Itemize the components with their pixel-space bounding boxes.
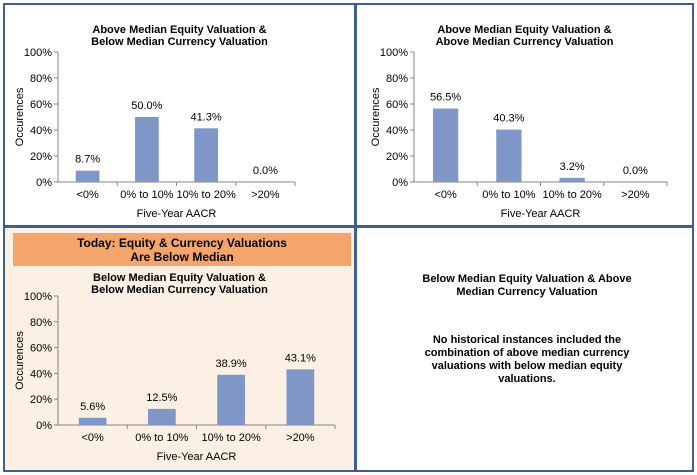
y-tick-label: 20% (30, 394, 52, 406)
today-banner: Today: Equity & Currency Valuations Are … (13, 233, 351, 266)
note-title: Below Median Equity Valuation & Above Me… (422, 273, 632, 298)
data-label: 0.0% (623, 165, 648, 177)
y-tick-label: 0% (36, 177, 52, 189)
x-axis-label: Five-Year AACR (501, 208, 581, 220)
x-tick-label: 0% to 10% (135, 432, 188, 444)
data-label: 40.3% (493, 113, 524, 125)
x-tick-label: >20% (621, 189, 650, 201)
x-tick-label: >20% (286, 432, 315, 444)
bar (194, 128, 218, 182)
y-tick-label: 100% (24, 47, 52, 59)
data-label: 12.5% (146, 392, 177, 404)
x-tick-label: >20% (251, 189, 280, 201)
x-tick-label: 0% to 10% (120, 189, 173, 201)
data-label: 3.2% (560, 161, 585, 173)
chart-title: Below Median Equity Valuation & Below Me… (91, 272, 268, 296)
x-axis-label: Five-Year AACR (157, 451, 237, 463)
vertical-divider (354, 3, 357, 472)
x-tick-label: <0% (434, 189, 457, 201)
x-tick-label: 10% to 20% (542, 189, 602, 201)
bar-chart: 0% 20% 40% 60% 80% 100% Occurences 8.7% <0% 50.0%… (14, 47, 296, 220)
data-label: 5.6% (80, 401, 105, 413)
chart-panel-today: Today: Equity & Currency Valuations Are … (5, 228, 354, 470)
y-tick-label: 100% (24, 291, 52, 303)
y-tick-label: 60% (30, 99, 52, 111)
bar-chart: 0% 20% 40% 60% 80% 100% Occurences 56.5% <0% 40.3… (370, 47, 668, 220)
y-tick-label: 80% (386, 73, 408, 85)
y-axis-label: Occurences (14, 87, 26, 146)
bar (148, 408, 176, 425)
y-tick-label: 60% (386, 99, 408, 111)
y-tick-label: 0% (392, 177, 408, 189)
y-tick-label: 40% (30, 125, 52, 137)
y-tick-label: 0% (36, 420, 52, 432)
bar (75, 170, 100, 182)
horizontal-divider (3, 225, 694, 228)
y-tick-label: 20% (30, 151, 52, 163)
y-tick-label: 40% (30, 368, 52, 380)
bar (135, 117, 159, 182)
y-tick-label: 20% (386, 151, 408, 163)
y-axis-label: Occurences (370, 87, 382, 146)
bar (286, 369, 315, 425)
note-panel: Below Median Equity Valuation & Above Me… (357, 228, 692, 470)
y-tick-label: 40% (386, 125, 408, 137)
chart-title: Above Median Equity Valuation & Below Me… (91, 24, 268, 48)
chart-panel-top-left: Above Median Equity Valuation & Below Me… (5, 5, 354, 225)
data-label: 43.1% (285, 352, 316, 364)
x-tick-label: 0% to 10% (482, 189, 535, 201)
note-body: No historical instances included the com… (424, 334, 630, 385)
data-label: 0.0% (253, 165, 278, 177)
chart-panel-top-right: Above Median Equity Valuation & Above Me… (357, 5, 692, 225)
y-tick-label: 80% (30, 317, 52, 329)
bar (217, 374, 245, 425)
bar (559, 177, 585, 182)
x-tick-label: <0% (76, 189, 99, 201)
data-label: 56.5% (430, 92, 461, 104)
bar (78, 417, 107, 425)
chart-title: Above Median Equity Valuation & Above Me… (435, 24, 614, 48)
x-tick-label: <0% (81, 432, 104, 444)
y-tick-label: 80% (30, 73, 52, 85)
bar (496, 129, 522, 182)
outer-frame (3, 3, 694, 472)
data-label: 38.9% (216, 358, 247, 370)
y-tick-label: 60% (30, 343, 52, 355)
y-axis-label: Occurences (14, 331, 26, 390)
y-tick-label: 100% (380, 47, 408, 59)
bar-chart: 0% 20% 40% 60% 80% 100% Occurences 5.6% <0% 12.5%… (14, 291, 336, 463)
x-tick-label: 10% to 20% (176, 189, 236, 201)
data-label: 8.7% (75, 154, 100, 166)
data-label: 41.3% (191, 111, 222, 123)
bar (432, 108, 459, 182)
x-tick-label: 10% to 20% (201, 432, 261, 444)
data-label: 50.0% (131, 100, 162, 112)
x-axis-label: Five-Year AACR (137, 208, 217, 220)
